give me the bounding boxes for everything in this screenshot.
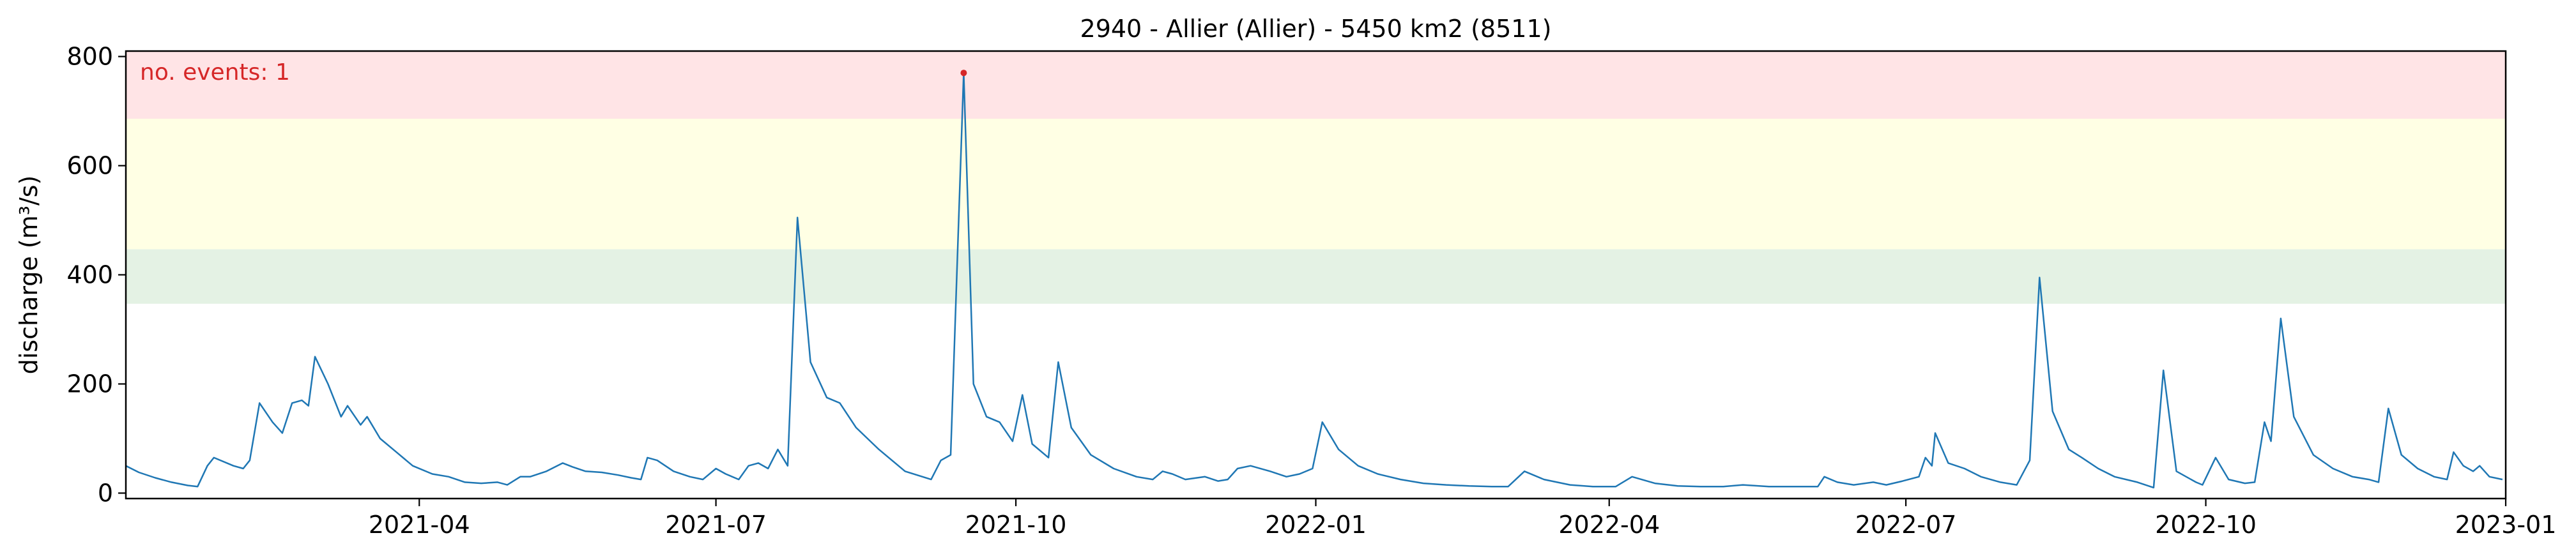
- event-marker: [960, 70, 967, 77]
- x-tick-label: 2022-07: [1855, 511, 1957, 539]
- threshold-band-0: [126, 249, 2506, 304]
- series-layer: [125, 71, 2503, 489]
- y-tick-label: 400: [66, 261, 113, 289]
- x-tick-label: 2022-10: [2155, 511, 2257, 539]
- x-tick-label: 2023-01: [2455, 511, 2557, 539]
- threshold-bands: [126, 51, 2506, 304]
- y-tick-label: 200: [66, 370, 113, 398]
- x-tick-label: 2021-04: [369, 511, 470, 539]
- x-tick-label: 2022-04: [1558, 511, 1660, 539]
- y-axis-label: discharge (m³/s): [15, 176, 43, 375]
- threshold-band-2: [126, 51, 2506, 119]
- discharge-series-line: [125, 71, 2503, 489]
- events-layer: [960, 70, 967, 77]
- y-tick-label: 0: [98, 479, 113, 507]
- y-tick-label: 800: [66, 43, 113, 71]
- x-axis: 2021-04 2021-07 2021-10 2022-01 2022-04 2022-…: [369, 499, 2557, 539]
- chart-title: 2940 - Allier (Allier) - 5450 km2 (8511): [1080, 15, 1552, 43]
- y-tick-label: 600: [66, 152, 113, 180]
- y-axis: 0 200 400 600 800: [66, 43, 126, 507]
- events-count-annotation: no. events: 1: [140, 59, 290, 86]
- x-tick-label: 2022-01: [1265, 511, 1367, 539]
- x-tick-label: 2021-07: [665, 511, 767, 539]
- threshold-band-1: [126, 119, 2506, 250]
- x-tick-label: 2021-10: [965, 511, 1067, 539]
